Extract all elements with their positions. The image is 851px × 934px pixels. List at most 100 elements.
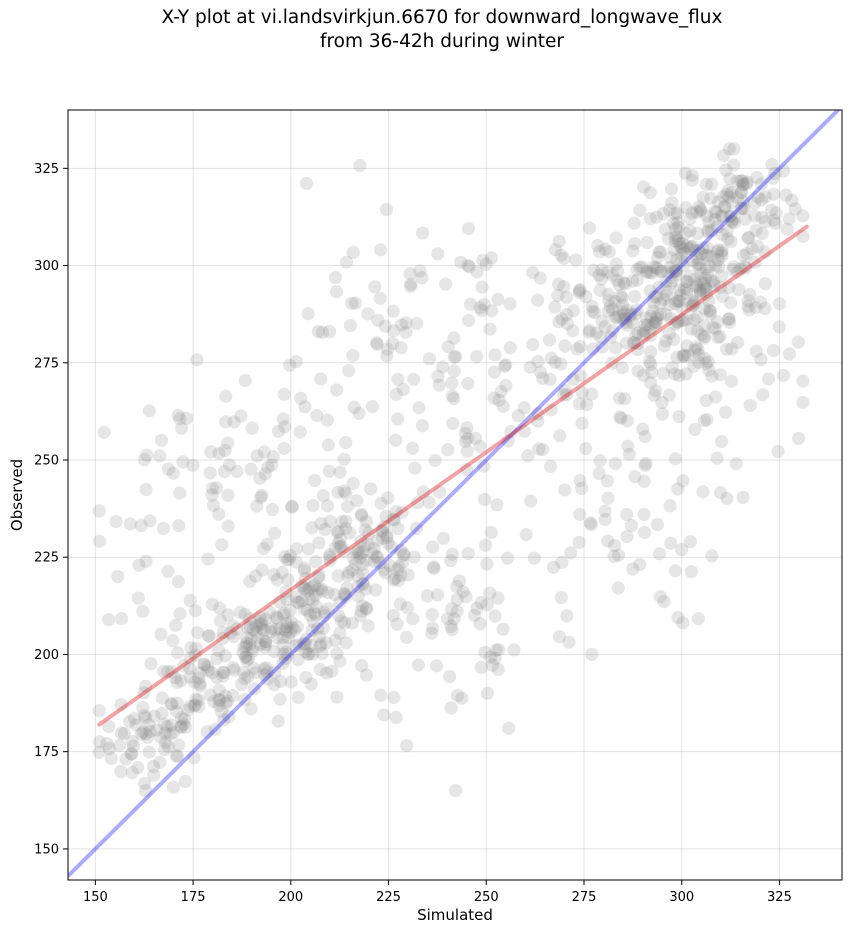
scatter-point (368, 583, 383, 597)
scatter-point (618, 392, 632, 406)
scatter-point (664, 311, 678, 326)
scatter-point (470, 601, 484, 615)
scatter-point (183, 593, 197, 608)
scatter-point (384, 540, 399, 554)
scatter-point (480, 686, 495, 700)
scatter-point (306, 593, 320, 607)
scatter-point (301, 647, 315, 661)
scatter-point (377, 708, 391, 722)
scatter-point (301, 542, 316, 556)
scatter-point (282, 552, 296, 567)
scatter-point (439, 277, 453, 291)
scatter-point (348, 296, 363, 310)
scatter-point (117, 726, 132, 740)
scatter-point (610, 310, 624, 324)
scatter-point (742, 231, 756, 245)
scatter-point (428, 453, 442, 468)
scatter-point (551, 288, 565, 303)
scatter-point (665, 274, 679, 288)
scatter-point (289, 541, 304, 556)
scatter-point (685, 173, 699, 187)
scatter-point (386, 304, 400, 318)
scatter-point (193, 679, 207, 693)
scatter-point (445, 547, 459, 561)
scatter-point (144, 657, 158, 671)
scatter-point (447, 331, 461, 345)
scatter-point (174, 720, 188, 734)
scatter-point (172, 738, 186, 752)
scatter-point (292, 595, 306, 610)
scatter-point (669, 229, 684, 243)
scatter-point (454, 255, 468, 269)
scatter-point (736, 177, 750, 191)
scatter-point (598, 242, 612, 256)
scatter-point (683, 535, 698, 549)
scatter-point (180, 411, 194, 425)
y-tick-label: 200 (34, 648, 59, 663)
scatter-point (498, 359, 512, 373)
scatter-point (201, 552, 215, 566)
scatter-point (164, 718, 179, 732)
scatter-point (697, 351, 712, 365)
scatter-point (238, 692, 252, 707)
scatter-point (594, 272, 609, 286)
scatter-point (628, 470, 642, 484)
scatter-point (647, 289, 662, 304)
scatter-point (734, 174, 748, 188)
scatter-point (739, 261, 753, 275)
scatter-point (249, 666, 263, 680)
scatter-point (181, 703, 195, 717)
scatter-point (459, 590, 473, 604)
scatter-point (673, 288, 687, 302)
scatter-point (366, 546, 380, 560)
scatter-point (281, 647, 295, 661)
scatter-point (639, 264, 653, 278)
scatter-point (751, 239, 765, 254)
scatter-point (406, 612, 420, 626)
scatter-point (727, 216, 741, 230)
scatter-point (598, 513, 612, 527)
scatter-point (645, 365, 659, 379)
scatter-point (553, 429, 567, 443)
scatter-point (320, 499, 335, 513)
scatter-point (686, 297, 700, 311)
scatter-point (205, 481, 219, 495)
scatter-point (359, 582, 373, 596)
scatter-point (491, 591, 505, 605)
scatter-point (713, 368, 727, 382)
scatter-point (221, 436, 235, 450)
scatter-point (298, 571, 313, 586)
scatter-point (299, 176, 314, 191)
scatter-point (646, 260, 660, 274)
scatter-point (702, 363, 716, 377)
scatter-point (734, 262, 748, 276)
scatter-point (173, 412, 187, 426)
scatter-point (536, 442, 550, 457)
scatter-point (254, 614, 268, 628)
scatter-point (663, 203, 677, 217)
x-axis-label: Simulated (417, 906, 493, 924)
scatter-point (785, 193, 799, 208)
scatter-point (677, 281, 692, 296)
scatter-point (655, 395, 669, 410)
scatter-point (653, 590, 667, 604)
scatter-point (378, 319, 392, 333)
scatter-point (347, 400, 361, 415)
scatter-point (171, 408, 185, 422)
scatter-point (407, 550, 421, 564)
scatter-point (192, 700, 206, 714)
scatter-point (359, 668, 374, 682)
scatter-point (630, 273, 644, 287)
scatter-point (193, 666, 207, 680)
scatter-point (767, 187, 781, 201)
scatter-point (725, 214, 739, 228)
scatter-point (174, 674, 188, 688)
scatter-point (585, 387, 599, 401)
scatter-point (431, 588, 445, 602)
scatter-point (491, 662, 505, 677)
scatter-point (511, 409, 525, 423)
scatter-point (343, 526, 357, 540)
scatter-point (668, 367, 682, 381)
scatter-point (293, 425, 307, 439)
scatter-point (620, 507, 634, 522)
